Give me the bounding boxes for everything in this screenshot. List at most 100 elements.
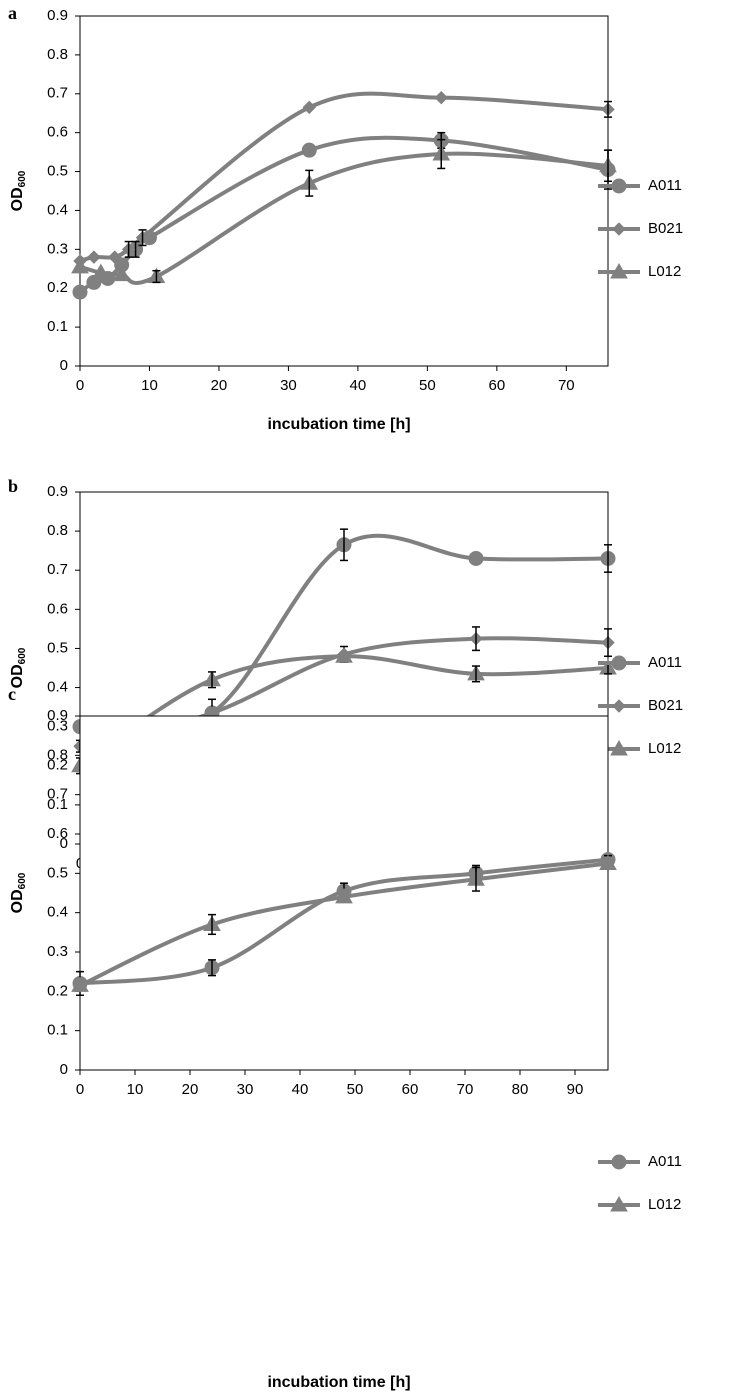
legend-label: L012 xyxy=(648,1196,681,1213)
x-tick-label: 70 xyxy=(558,377,575,394)
x-tick-label: 90 xyxy=(567,1081,584,1098)
y-tick-label: 0.5 xyxy=(47,639,68,656)
y-tick-label: 0.3 xyxy=(47,943,68,960)
legend-marker xyxy=(611,178,627,194)
y-tick-label: 0.9 xyxy=(47,7,68,24)
y-tick-label: 0.9 xyxy=(47,707,68,724)
data-point xyxy=(335,647,353,663)
x-tick-label: 10 xyxy=(141,377,158,394)
data-point xyxy=(468,550,484,566)
y-tick-label: 0 xyxy=(60,1061,68,1078)
y-tick-label: 0.1 xyxy=(47,318,68,335)
x-tick-label: 50 xyxy=(419,377,436,394)
y-axis-title-main: OD xyxy=(9,664,26,688)
x-tick-label: 0 xyxy=(76,377,84,394)
error-bar xyxy=(472,626,480,652)
legend-marker xyxy=(611,655,627,671)
error-bar xyxy=(152,269,161,284)
error-bar xyxy=(208,671,216,689)
legend-label: A011 xyxy=(648,654,682,671)
legend-marker xyxy=(610,262,628,279)
x-tick-label: 30 xyxy=(280,377,297,394)
y-axis-title-main: OD xyxy=(9,187,26,211)
error-bar xyxy=(124,240,133,258)
data-point xyxy=(335,887,353,904)
y-tick-label: 0.9 xyxy=(47,483,68,500)
y-axis-title: OD600 xyxy=(9,170,27,211)
error-bar xyxy=(604,100,612,118)
y-tick-label: 0.6 xyxy=(47,825,68,842)
x-tick-label: 20 xyxy=(182,1081,199,1098)
error-bar xyxy=(472,866,480,892)
y-tick-label: 0.2 xyxy=(47,757,68,774)
legend-label: L012 xyxy=(648,740,681,757)
x-tick-label: 0 xyxy=(76,1081,84,1098)
legend-marker xyxy=(610,739,628,756)
data-point xyxy=(599,854,617,870)
error-bar xyxy=(604,149,612,183)
y-axis-title-main: OD xyxy=(9,889,26,913)
legend-marker xyxy=(612,699,626,713)
y-tick-label: 0.2 xyxy=(47,279,68,296)
x-tick-label: 50 xyxy=(347,1081,364,1098)
y-axis-title-sub: 600 xyxy=(17,872,28,889)
y-tick-label: 0.8 xyxy=(47,46,68,63)
y-tick-label: 0.5 xyxy=(47,864,68,881)
data-point xyxy=(302,100,316,115)
data-point xyxy=(434,90,448,105)
error-bar xyxy=(138,229,147,247)
x-axis-title: incubation time [h] xyxy=(267,1374,410,1391)
y-axis-title: OD600 xyxy=(9,647,27,688)
legend-label: B021 xyxy=(648,697,683,714)
data-point xyxy=(108,250,122,264)
error-bar xyxy=(472,665,480,683)
y-tick-label: 0.3 xyxy=(47,718,68,735)
y-tick-label: 0 xyxy=(60,357,68,374)
x-tick-label: 70 xyxy=(457,1081,474,1098)
data-point xyxy=(87,250,101,264)
y-tick-label: 0.3 xyxy=(47,240,68,257)
plot-area xyxy=(79,15,609,367)
data-point xyxy=(72,284,88,300)
error-bar xyxy=(437,138,446,170)
data-point xyxy=(91,263,110,280)
error-bar xyxy=(131,240,140,258)
error-bar xyxy=(604,628,612,658)
y-axis-title-sub: 600 xyxy=(17,647,28,664)
x-tick-label: 10 xyxy=(127,1081,144,1098)
y-tick-label: 0.7 xyxy=(47,85,68,102)
error-bar xyxy=(208,913,216,936)
legend-label: A011 xyxy=(648,177,682,194)
x-axis-title: incubation time [h] xyxy=(267,416,410,433)
legend-label: B021 xyxy=(648,220,683,237)
panel-label: b xyxy=(8,476,18,496)
legend-marker xyxy=(610,1195,628,1212)
data-point xyxy=(301,142,317,158)
y-tick-label: 0.7 xyxy=(47,786,68,803)
y-axis-title: OD600 xyxy=(9,872,27,913)
x-tick-label: 60 xyxy=(402,1081,419,1098)
y-tick-label: 0.5 xyxy=(47,163,68,180)
y-tick-label: 0.6 xyxy=(47,600,68,617)
error-bar xyxy=(305,169,314,197)
y-tick-label: 0 xyxy=(60,835,68,852)
panel-label: a xyxy=(8,3,17,23)
data-point xyxy=(71,976,89,992)
panel-label: c xyxy=(8,684,16,704)
y-tick-label: 0.6 xyxy=(47,124,68,141)
y-tick-label: 0.8 xyxy=(47,746,68,763)
x-tick-label: 30 xyxy=(237,1081,254,1098)
legend-label: A011 xyxy=(648,1153,682,1170)
data-point xyxy=(71,257,89,274)
x-tick-label: 60 xyxy=(488,377,505,394)
y-tick-label: 0.4 xyxy=(47,201,68,218)
y-tick-label: 0.7 xyxy=(47,561,68,578)
x-tick-label: 20 xyxy=(211,377,228,394)
y-tick-label: 0.4 xyxy=(47,679,68,696)
y-tick-label: 0.1 xyxy=(47,796,68,813)
data-point xyxy=(112,265,131,282)
x-tick-label: 40 xyxy=(292,1081,309,1098)
legend-marker xyxy=(611,1154,627,1170)
error-bar xyxy=(340,528,348,562)
